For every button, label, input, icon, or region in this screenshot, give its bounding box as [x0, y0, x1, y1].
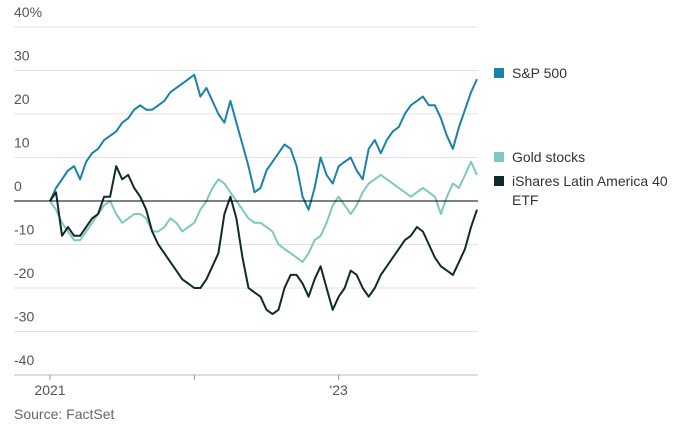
legend-label: Gold stocks	[512, 149, 586, 165]
legend-item: S&P 500	[494, 64, 684, 83]
y-tick-label: 20	[14, 91, 30, 107]
series-line	[49, 160, 478, 263]
legend-swatch	[494, 176, 504, 186]
x-tick-label: 2021	[34, 382, 65, 398]
source: Source: FactSet	[14, 406, 115, 422]
y-tick-label: -10	[14, 222, 34, 238]
y-tick-label: 40%	[14, 4, 42, 20]
legend-item: Gold stocks	[494, 148, 684, 167]
series-line	[49, 73, 478, 211]
y-tick-label: 30	[14, 48, 30, 64]
legend-swatch	[494, 68, 504, 78]
series-line	[49, 165, 478, 316]
y-tick-label: 0	[14, 178, 22, 194]
legend-item: iShares Latin America 40 ETF	[494, 172, 684, 210]
x-tick-label: '23	[330, 382, 348, 398]
y-tick-label: 10	[14, 135, 30, 151]
legend-label: iShares Latin America 40 ETF	[512, 173, 668, 208]
y-tick-label: -20	[14, 265, 34, 281]
legend-swatch	[494, 152, 504, 162]
y-tick-label: -40	[14, 352, 34, 368]
legend-label: S&P 500	[512, 65, 568, 81]
y-tick-label: -30	[14, 309, 34, 325]
